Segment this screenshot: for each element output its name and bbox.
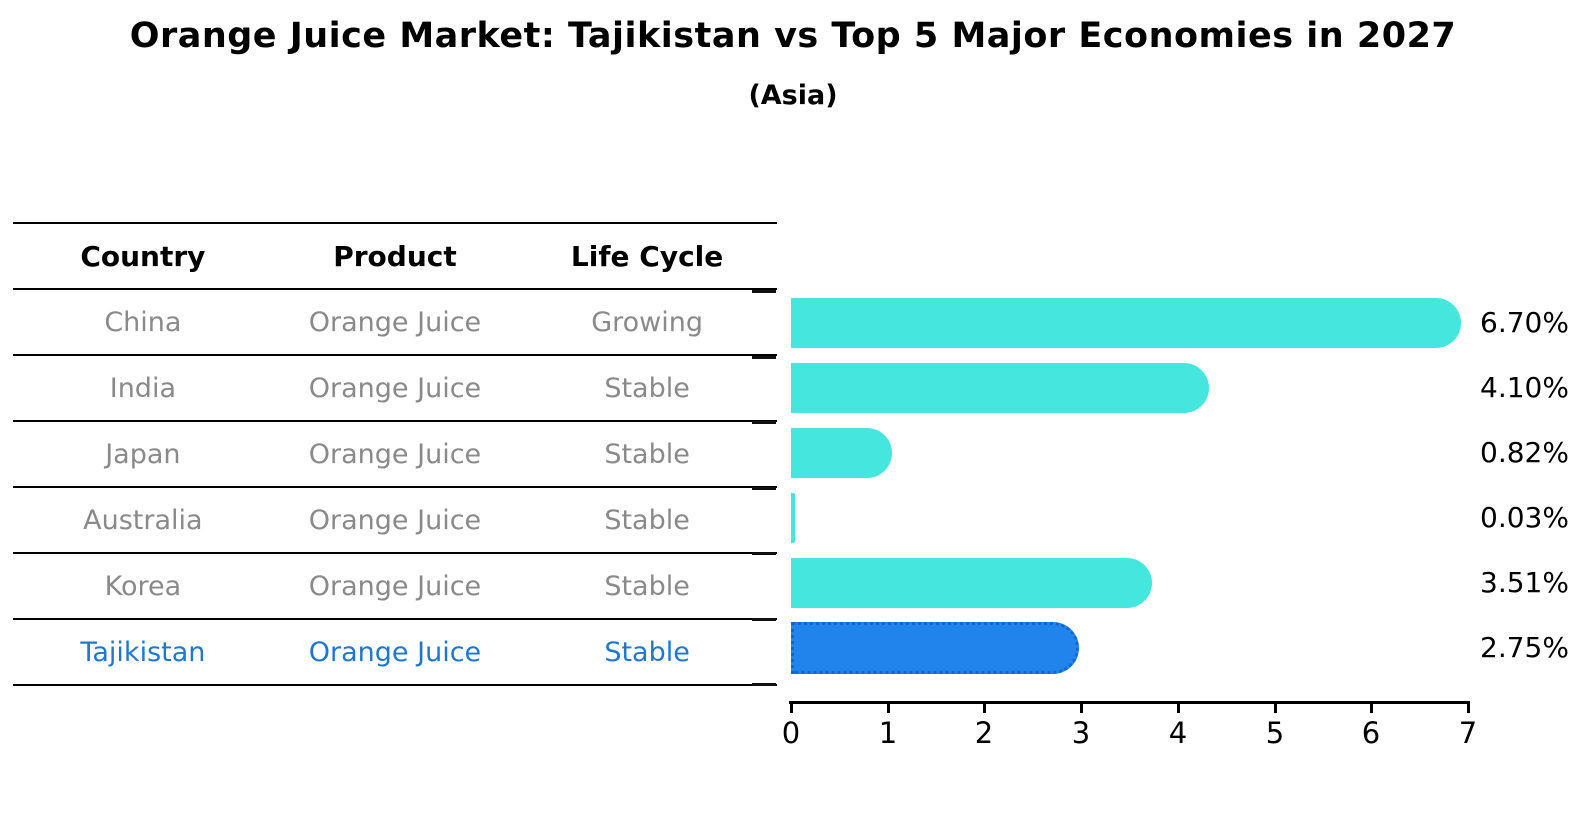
cell-life-cycle: Stable	[604, 504, 690, 536]
chart-title: Orange Juice Market: Tajikistan vs Top 5…	[129, 16, 1457, 56]
column-header-life-cycle: Life Cycle	[570, 239, 724, 273]
table-row-tajikistan: Tajikistan Orange Juice Stable	[13, 618, 777, 686]
x-axis-tick	[1467, 701, 1470, 713]
cell-country: Australia	[83, 504, 203, 536]
bar-australia	[791, 493, 795, 543]
x-axis-tick-label: 3	[1071, 716, 1091, 750]
y-axis-tick	[752, 487, 776, 490]
table-row-china: China Orange Juice Growing	[13, 288, 777, 354]
chart-subtitle: (Asia)	[748, 80, 838, 111]
cell-product: Orange Juice	[308, 372, 482, 404]
cell-product: Orange Juice	[308, 570, 482, 602]
x-axis-tick	[983, 701, 986, 713]
column-header-product: Product	[333, 239, 457, 273]
y-axis-tick	[752, 356, 776, 359]
x-axis-tick	[790, 701, 793, 713]
x-axis-tick	[887, 701, 890, 713]
cell-product: Orange Juice	[308, 306, 482, 338]
y-axis-tick	[752, 618, 776, 621]
cell-life-cycle: Growing	[591, 306, 703, 338]
value-label-tajikistan: 2.75%	[1480, 631, 1569, 664]
bar-india	[791, 363, 1209, 413]
x-axis-tick-label: 2	[974, 716, 994, 750]
cell-country: India	[109, 372, 176, 404]
bar-japan	[791, 428, 892, 478]
y-axis-tick	[752, 683, 776, 686]
bar-china	[791, 298, 1461, 348]
table-row-australia: Australia Orange Juice Stable	[13, 486, 777, 552]
value-label-australia: 0.03%	[1480, 501, 1569, 534]
table-row-india: India Orange Juice Stable	[13, 354, 777, 420]
country-table: Country Product Life Cycle China Orange J…	[13, 222, 777, 686]
x-axis-tick-label: 6	[1361, 716, 1381, 750]
column-header-country: Country	[80, 239, 206, 273]
cell-product: Orange Juice	[308, 504, 482, 536]
cell-product: Orange Juice	[308, 438, 482, 470]
x-axis-tick-label: 0	[781, 716, 801, 750]
cell-product: Orange Juice	[308, 636, 482, 668]
y-axis-tick	[752, 290, 776, 293]
x-axis-line	[789, 701, 1469, 704]
table-row-korea: Korea Orange Juice Stable	[13, 552, 777, 618]
bar-tajikistan	[791, 622, 1079, 674]
x-axis-tick-label: 4	[1168, 716, 1188, 750]
y-axis-tick	[752, 552, 776, 555]
cell-country: Korea	[104, 570, 182, 602]
bar-korea	[791, 558, 1152, 608]
y-axis-tick	[752, 421, 776, 424]
x-axis-tick	[1080, 701, 1083, 713]
x-axis-tick-label: 5	[1265, 716, 1285, 750]
table-header-row: Country Product Life Cycle	[13, 222, 777, 288]
x-axis-tick-label: 7	[1458, 716, 1478, 750]
value-label-japan: 0.82%	[1480, 436, 1569, 469]
cell-country: Japan	[105, 438, 181, 470]
table-row-japan: Japan Orange Juice Stable	[13, 420, 777, 486]
cell-country: Tajikistan	[80, 636, 206, 668]
cell-life-cycle: Stable	[604, 438, 690, 470]
cell-life-cycle: Stable	[604, 636, 690, 668]
x-axis-tick	[1177, 701, 1180, 713]
cell-life-cycle: Stable	[604, 372, 690, 404]
x-axis-tick	[1274, 701, 1277, 713]
x-axis-tick	[1370, 701, 1373, 713]
x-axis-tick-label: 1	[878, 716, 898, 750]
cell-life-cycle: Stable	[604, 570, 690, 602]
value-label-india: 4.10%	[1480, 371, 1569, 404]
value-label-korea: 3.51%	[1480, 566, 1569, 599]
cell-country: China	[104, 306, 182, 338]
value-label-china: 6.70%	[1480, 306, 1569, 339]
